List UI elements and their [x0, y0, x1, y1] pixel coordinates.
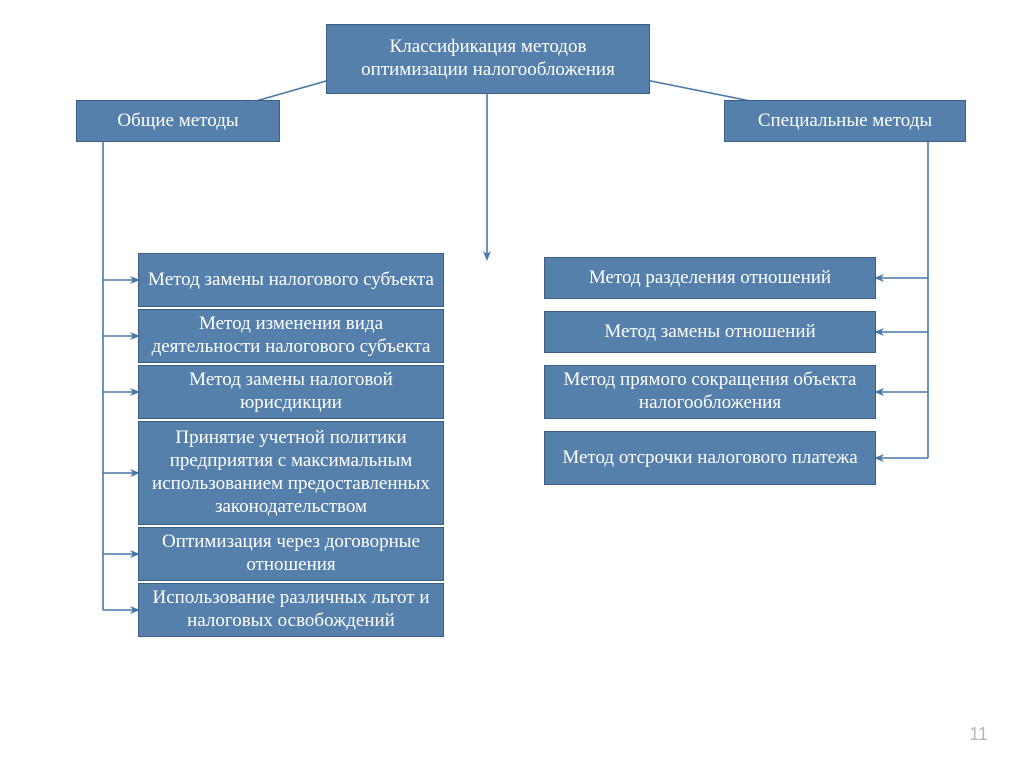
- node-s4: Метод отсрочки налогового платежа: [544, 431, 876, 485]
- node-g2: Метод изменения вида деятельности налого…: [138, 309, 444, 363]
- node-root: Классификация методов оптимизации налого…: [326, 24, 650, 94]
- page-number: 11: [969, 724, 988, 745]
- node-label: Метод отсрочки налогового платежа: [562, 447, 857, 470]
- node-label: Метод изменения вида деятельности налого…: [147, 313, 435, 359]
- node-label: Классификация методов оптимизации налого…: [335, 36, 641, 82]
- node-g4: Принятие учетной политики предприятия с …: [138, 421, 444, 525]
- node-label: Специальные методы: [758, 110, 932, 133]
- node-label: Принятие учетной политики предприятия с …: [147, 427, 435, 518]
- node-label: Метод прямого сокращения объекта налогоо…: [553, 369, 867, 415]
- node-g6: Использование различных льгот и налоговы…: [138, 583, 444, 637]
- node-s3: Метод прямого сокращения объекта налогоо…: [544, 365, 876, 419]
- node-g1: Метод замены налогового субъекта: [138, 253, 444, 307]
- node-label: Общие методы: [117, 110, 238, 133]
- node-s1: Метод разделения отношений: [544, 257, 876, 299]
- node-general: Общие методы: [76, 100, 280, 142]
- node-g3: Метод замены налоговой юрисдикции: [138, 365, 444, 419]
- node-label: Метод замены налоговой юрисдикции: [147, 369, 435, 415]
- node-label: Метод разделения отношений: [589, 267, 831, 290]
- node-label: Метод замены налогового субъекта: [148, 269, 434, 292]
- node-s2: Метод замены отношений: [544, 311, 876, 353]
- node-label: Оптимизация через договорные отношения: [147, 531, 435, 577]
- node-label: Метод замены отношений: [604, 321, 815, 344]
- node-g5: Оптимизация через договорные отношения: [138, 527, 444, 581]
- node-label: Использование различных льгот и налоговы…: [147, 587, 435, 633]
- node-special: Специальные методы: [724, 100, 966, 142]
